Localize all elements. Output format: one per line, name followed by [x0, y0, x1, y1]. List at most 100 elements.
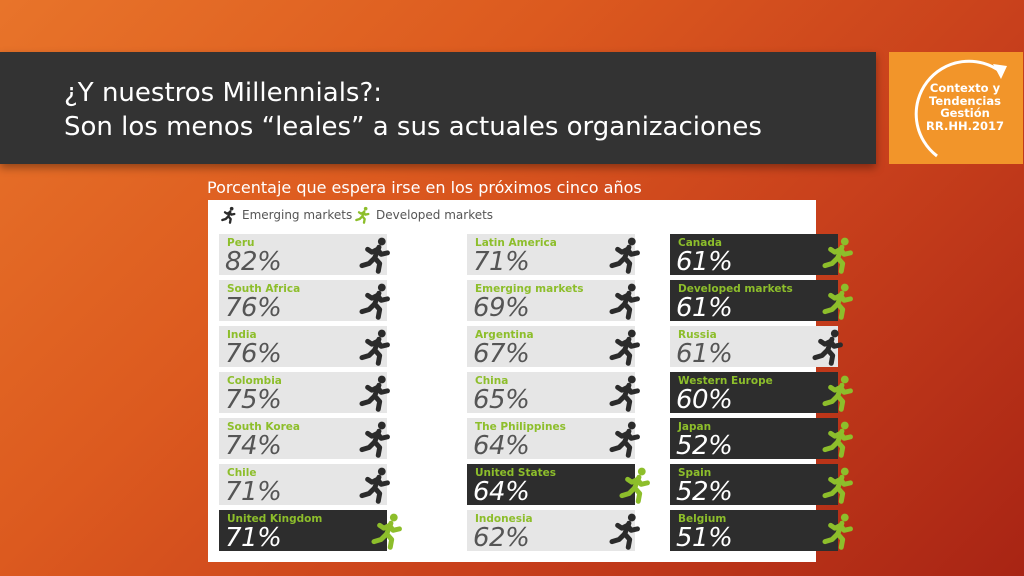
country-percentage: 71%	[225, 523, 282, 553]
chart-subtitle: Porcentaje que espera irse en los próxim…	[207, 178, 642, 197]
country-label: Emerging markets	[475, 283, 584, 295]
country-label: Western Europe	[678, 375, 773, 387]
badge-line1: Contexto y	[929, 81, 1001, 95]
developed-runner-icon	[371, 513, 402, 550]
country-percentage: 82%	[225, 247, 282, 277]
country-label: India	[227, 329, 257, 341]
country-percentage: 67%	[473, 339, 530, 369]
country-percentage: 61%	[676, 339, 733, 369]
emerging-runner-icon	[359, 237, 390, 274]
country-percentage: 71%	[473, 247, 530, 277]
emerging-runner-icon	[609, 375, 640, 412]
developed-runner-icon	[619, 467, 650, 504]
country-percentage: 52%	[676, 477, 733, 507]
country-percentage: 64%	[473, 431, 530, 461]
country-cell: Chile 71%	[219, 464, 387, 507]
country-percentage: 64%	[473, 477, 530, 507]
country-percentage: 69%	[473, 293, 530, 323]
country-cell: Western Europe 60%	[670, 372, 838, 415]
country-label: South Korea	[227, 421, 300, 433]
emerging-runner-icon	[359, 329, 390, 366]
country-cell: Latin America 71%	[467, 234, 635, 277]
developed-runner-icon	[355, 206, 370, 224]
country-label: China	[475, 375, 509, 387]
country-cell: United Kingdom 71%	[219, 510, 387, 553]
country-percentage: 76%	[225, 339, 282, 369]
country-cell: India 76%	[219, 326, 387, 369]
country-percentage: 51%	[676, 523, 733, 553]
country-label: Canada	[678, 237, 722, 249]
country-percentage: 61%	[676, 293, 733, 323]
developed-runner-icon	[822, 421, 853, 458]
country-cell: South Africa 76%	[219, 280, 387, 323]
country-percentage: 76%	[225, 293, 282, 323]
country-percentage: 75%	[225, 385, 282, 415]
country-label: Colombia	[227, 375, 282, 387]
emerging-runner-icon	[359, 375, 390, 412]
country-label: Russia	[678, 329, 717, 341]
emerging-runner-icon	[359, 421, 390, 458]
legend-developed-label: Developed markets	[376, 208, 494, 222]
badge-line3: Gestión	[940, 106, 990, 120]
emerging-runner-icon	[609, 513, 640, 550]
country-cell: South Korea 74%	[219, 418, 387, 461]
country-cell: Emerging markets 69%	[467, 280, 635, 323]
country-cell: Argentina 67%	[467, 326, 635, 369]
slide-title-line2: Son los menos “leales” a sus actuales or…	[64, 112, 762, 142]
badge-line4: RR.HH.2017	[926, 118, 1004, 133]
badge-text: Contexto y Tendencias Gestión RR.HH.2017	[915, 82, 1015, 132]
country-label: Chile	[227, 467, 257, 479]
infographic-panel: Emerging markets Developed markets Peru 8…	[208, 200, 853, 562]
country-cell: Spain 52%	[670, 464, 838, 507]
country-cell: United States 64%	[467, 464, 635, 507]
developed-runner-icon	[822, 237, 853, 274]
emerging-runner-icon	[609, 329, 640, 366]
emerging-runner-icon	[359, 467, 390, 504]
title-band	[0, 52, 876, 164]
country-label: Spain	[678, 467, 712, 479]
country-cell: Indonesia 62%	[467, 510, 635, 553]
badge-line2: Tendencias	[929, 93, 1001, 108]
country-percentage: 62%	[473, 523, 530, 553]
emerging-runner-icon	[609, 283, 640, 320]
country-percentage: 61%	[676, 247, 733, 277]
country-cell: Developed markets 61%	[670, 280, 838, 323]
emerging-runner-icon	[359, 283, 390, 320]
country-label: Peru	[227, 237, 255, 249]
country-cell: The Philippines 64%	[467, 418, 635, 461]
country-percentage: 74%	[225, 431, 282, 461]
country-label: United Kingdom	[227, 513, 323, 525]
country-cell: China 65%	[467, 372, 635, 415]
emerging-runner-icon	[609, 421, 640, 458]
country-label: Indonesia	[475, 513, 533, 525]
country-label: United States	[475, 467, 556, 479]
country-cell: Canada 61%	[670, 234, 838, 277]
circular-arrow-icon	[914, 59, 1007, 158]
emerging-runner-icon	[221, 206, 236, 224]
legend-developed: Developed markets	[354, 206, 493, 224]
country-label: Developed markets	[678, 283, 793, 295]
country-cell: Belgium 51%	[670, 510, 838, 553]
country-label: South Africa	[227, 283, 301, 295]
country-cell: Peru 82%	[219, 234, 387, 277]
emerging-runner-icon	[812, 329, 843, 366]
country-label: Latin America	[475, 237, 557, 249]
developed-runner-icon	[822, 375, 853, 412]
legend-emerging: Emerging markets	[220, 206, 352, 224]
country-percentage: 52%	[676, 431, 733, 461]
slide-title-line1: ¿Y nuestros Millennials?:	[64, 78, 383, 108]
country-cell: Japan 52%	[670, 418, 838, 461]
developed-runner-icon	[822, 467, 853, 504]
country-label: Japan	[678, 421, 712, 433]
legend-emerging-label: Emerging markets	[242, 208, 353, 222]
country-cell: Colombia 75%	[219, 372, 387, 415]
country-cell: Russia 61%	[670, 326, 838, 369]
country-percentage: 65%	[473, 385, 530, 415]
country-label: Belgium	[678, 513, 727, 525]
country-label: Argentina	[475, 329, 534, 341]
developed-runner-icon	[822, 283, 853, 320]
emerging-runner-icon	[609, 237, 640, 274]
country-percentage: 60%	[676, 385, 733, 415]
country-percentage: 71%	[225, 477, 282, 507]
developed-runner-icon	[822, 513, 853, 550]
